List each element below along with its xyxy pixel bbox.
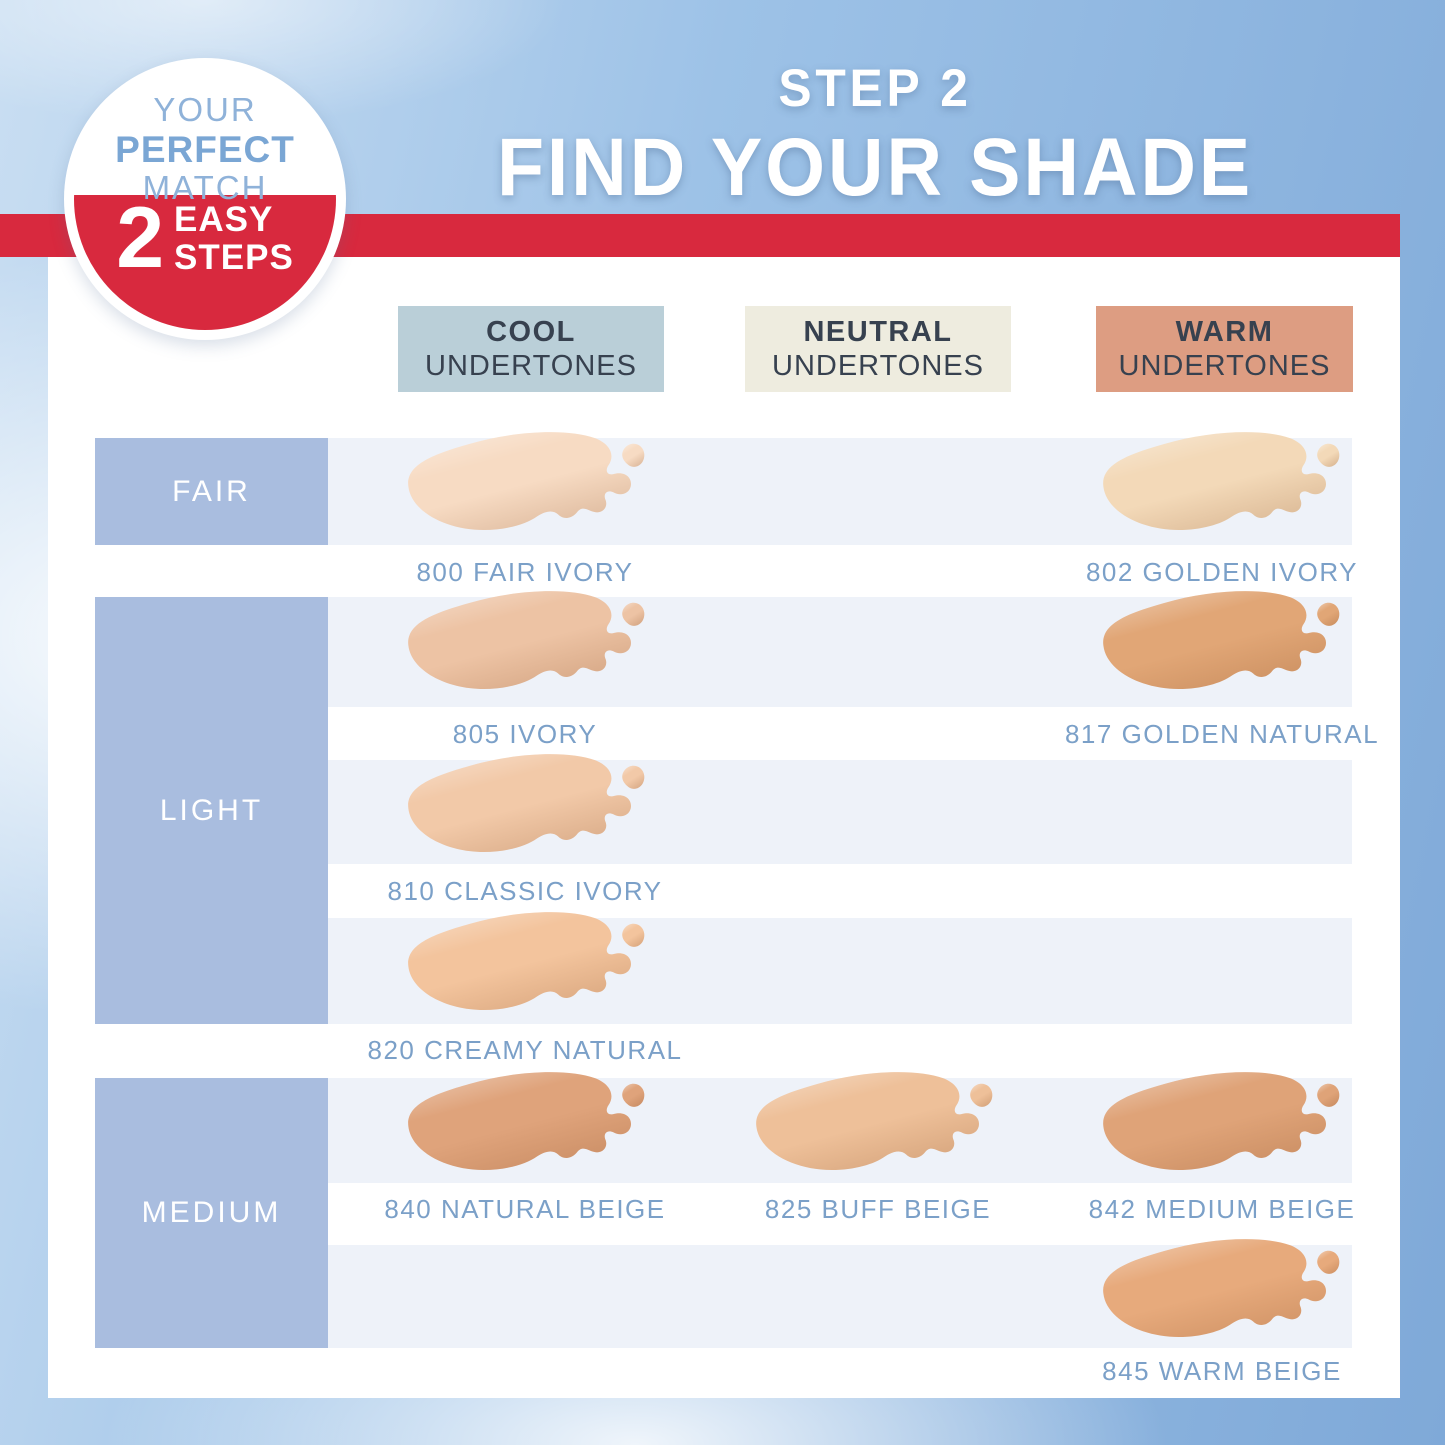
smear-swatch-820 bbox=[390, 906, 680, 1056]
column-header-cool: COOL UNDERTONES bbox=[398, 306, 664, 392]
badge-top-text: YOUR PERFECT MATCH bbox=[74, 91, 336, 207]
shade-label-817: 817 GOLDEN NATURAL bbox=[1064, 719, 1380, 749]
badge-step-number: 2 bbox=[116, 190, 165, 287]
row-group-label-medium: MEDIUM bbox=[95, 1078, 328, 1348]
page-title: FIND YOUR SHADE bbox=[496, 122, 1254, 213]
shade-label-802: 802 GOLDEN IVORY bbox=[1085, 557, 1359, 587]
badge-steps-words: EASY STEPS bbox=[174, 201, 294, 277]
column-word: WARM bbox=[1175, 315, 1274, 348]
badge-inner-circle: YOUR PERFECT MATCH 2 EASY STEPS bbox=[74, 68, 336, 330]
smear-swatch-817 bbox=[1085, 585, 1375, 735]
badge-steps: STEPS bbox=[174, 237, 294, 277]
smear-swatch-805 bbox=[390, 585, 680, 735]
shade-label-810: 810 CLASSIC IVORY bbox=[387, 876, 663, 906]
badge-steps-text: 2 EASY STEPS bbox=[74, 190, 336, 287]
foundation-smear-icon bbox=[1085, 585, 1375, 735]
badge-easy: EASY bbox=[174, 200, 274, 240]
foundation-smear-icon bbox=[390, 906, 680, 1056]
badge-line-your: YOUR bbox=[153, 91, 257, 128]
column-header-warm: WARM UNDERTONES bbox=[1096, 306, 1353, 392]
row-group-label-fair: FAIR bbox=[95, 438, 328, 545]
column-sublabel: UNDERTONES bbox=[425, 350, 637, 382]
foundation-smear-icon bbox=[390, 426, 680, 576]
badge-line-perfect: PERFECT bbox=[115, 128, 295, 170]
column-word: COOL bbox=[486, 315, 576, 348]
shade-label-805: 805 IVORY bbox=[452, 719, 598, 749]
headline: STEP 2 FIND YOUR SHADE bbox=[400, 58, 1350, 215]
column-sublabel: UNDERTONES bbox=[1118, 350, 1331, 382]
shade-label-840: 840 NATURAL BEIGE bbox=[384, 1194, 666, 1224]
badge-line-match: MATCH bbox=[142, 169, 268, 207]
shade-label-845: 845 WARM BEIGE bbox=[1102, 1356, 1342, 1386]
shade-label-825: 825 BUFF BEIGE bbox=[764, 1194, 992, 1224]
foundation-smear-icon bbox=[1085, 426, 1375, 576]
smear-swatch-802 bbox=[1085, 426, 1375, 576]
shade-label-842: 842 MEDIUM BEIGE bbox=[1088, 1194, 1356, 1224]
column-header-neutral: NEUTRAL UNDERTONES bbox=[745, 306, 1011, 392]
column-word: NEUTRAL bbox=[803, 315, 953, 348]
perfect-match-badge: YOUR PERFECT MATCH 2 EASY STEPS bbox=[64, 58, 346, 340]
badge-red-chord bbox=[74, 195, 336, 330]
column-sublabel: UNDERTONES bbox=[772, 350, 984, 382]
smear-swatch-800 bbox=[390, 426, 680, 576]
step-label: STEP 2 bbox=[778, 59, 972, 118]
foundation-smear-icon bbox=[390, 585, 680, 735]
row-group-label-light: LIGHT bbox=[95, 597, 328, 1024]
shade-label-800: 800 FAIR IVORY bbox=[416, 557, 634, 587]
shade-label-820: 820 CREAMY NATURAL bbox=[367, 1035, 683, 1065]
